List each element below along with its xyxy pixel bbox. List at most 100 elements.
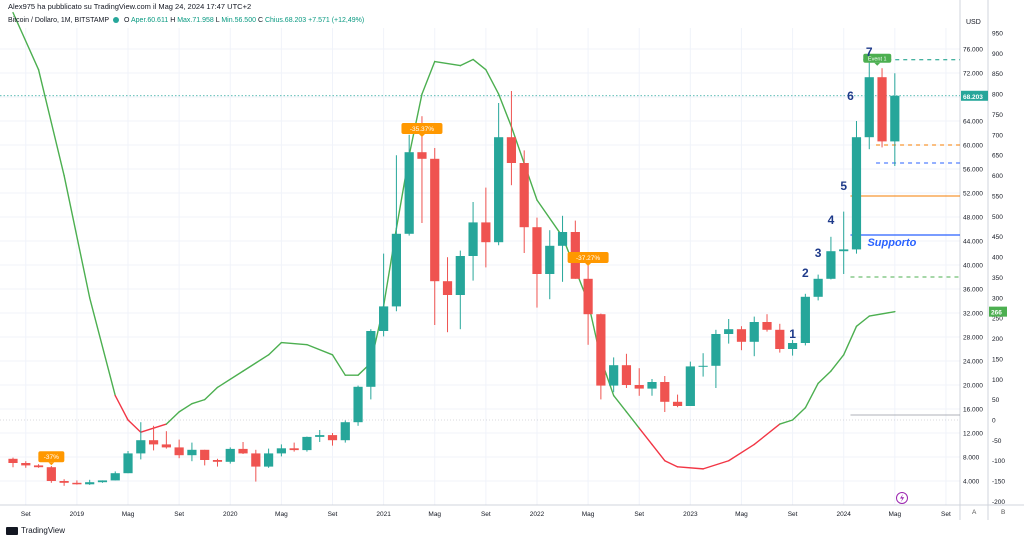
- oscillator-segment: [664, 460, 679, 468]
- price-tick-label: 28.000: [963, 335, 983, 342]
- wave-label: 4: [828, 213, 835, 227]
- time-tick-label: Mag: [122, 511, 135, 518]
- time-tick-label: Mag: [735, 511, 748, 518]
- price-tick-label: 40.000: [963, 263, 983, 270]
- candle-body: [775, 329, 785, 349]
- price-tick-label: 8.000: [963, 455, 980, 462]
- candle-body: [264, 453, 274, 467]
- candle-body: [864, 77, 874, 138]
- candle-body: [724, 329, 734, 334]
- wave-label: 1: [789, 327, 796, 341]
- oscillator-last-badge: [989, 306, 1007, 317]
- price-tick-label: 72.000: [963, 71, 983, 78]
- event-label-bg: [863, 53, 892, 63]
- oscillator-segment: [178, 403, 193, 413]
- price-tick-label: 12.000: [963, 431, 983, 438]
- oscillator-segment: [843, 325, 858, 356]
- time-tick-label: 2019: [70, 511, 85, 518]
- oscillator-segment: [817, 370, 832, 385]
- candle-body: [442, 281, 453, 295]
- oscillator-tick-label: 300: [992, 295, 1003, 302]
- auto-scale-button[interactable]: A: [972, 509, 977, 516]
- candle-body: [72, 482, 82, 485]
- oscillator-segment: [612, 394, 628, 413]
- oscillator-segment: [434, 60, 461, 67]
- oscillator-tick-label: 900: [992, 51, 1003, 58]
- ohlc-open-key: O: [123, 17, 130, 24]
- oscillator-segment: [472, 58, 487, 71]
- oscillator-tick-label: 100: [992, 377, 1003, 384]
- candle-body: [353, 386, 363, 423]
- price-tick-label: 44.000: [963, 239, 983, 246]
- candle-body: [634, 385, 644, 389]
- candle-body: [736, 329, 747, 342]
- candle-body: [8, 458, 18, 463]
- oscillator-segment: [676, 466, 704, 470]
- ohlc-low-key: L: [215, 17, 220, 24]
- candle-body: [391, 233, 401, 307]
- candle-body: [647, 382, 657, 389]
- oscillator-segment: [88, 297, 116, 397]
- candle-body: [455, 256, 465, 295]
- ohlc-open: Aper.60.611: [130, 17, 169, 24]
- brand-name: TradingView: [21, 526, 66, 535]
- symbol-legend: Bitcoin / Dollaro, 1M, BITSTAMP O Aper.6…: [8, 17, 364, 24]
- candle-body: [749, 322, 759, 342]
- price-tick-label: 56.000: [963, 167, 983, 174]
- oscillator-segment: [638, 427, 653, 446]
- candle-body: [698, 365, 708, 367]
- candle-body: [877, 77, 887, 142]
- log-scale-button[interactable]: B: [1001, 509, 1006, 516]
- candle-body: [609, 365, 619, 386]
- oscillator-tick-label: 750: [992, 112, 1003, 119]
- candle-body: [21, 463, 31, 466]
- oscillator-tick-label: 700: [992, 132, 1003, 139]
- wave-label: 6: [847, 89, 854, 103]
- candle-body: [59, 481, 69, 483]
- oscillator-segment: [63, 174, 91, 299]
- price-tick-label: 48.000: [963, 215, 983, 222]
- oscillator-segment: [536, 199, 564, 238]
- candle-body: [327, 435, 338, 441]
- candle-body: [890, 95, 900, 142]
- currency-label: USD: [966, 19, 981, 26]
- oscillator-tick-label: 950: [992, 31, 1003, 38]
- candle-body: [212, 460, 223, 462]
- oscillator-last-value: 266: [991, 310, 1002, 317]
- candle-body: [494, 137, 504, 243]
- candle-body: [621, 365, 632, 385]
- candle-body: [110, 473, 120, 481]
- oscillator-segment: [791, 407, 807, 421]
- drawdown-label: -37.27%: [576, 255, 600, 262]
- oscillator-tick-label: 450: [992, 234, 1003, 241]
- drawdown-label: -35.37%: [410, 126, 434, 133]
- drawdown-label: -37%: [44, 454, 59, 461]
- candle-body: [404, 152, 414, 234]
- drawdown-label-pointer: [585, 263, 592, 266]
- last-price-value: 68.203: [963, 94, 983, 101]
- oscillator-segment: [216, 370, 244, 389]
- drawdown-label-bg: [38, 451, 65, 463]
- candle-body: [660, 382, 670, 402]
- oscillator-tick-label: 600: [992, 173, 1003, 180]
- candle-body: [251, 453, 261, 467]
- time-tick-label: Set: [328, 511, 338, 518]
- price-tick-label: 24.000: [963, 359, 983, 366]
- candle-body: [46, 467, 56, 481]
- candle-body: [33, 465, 44, 468]
- publisher-line: Alex975 ha pubblicato su TradingView.com…: [8, 2, 252, 11]
- candle-body: [532, 227, 542, 274]
- time-tick-label: 2023: [683, 511, 698, 518]
- time-tick-label: Mag: [582, 511, 595, 518]
- oscillator-tick-label: 250: [992, 316, 1003, 323]
- oscillator-tick-label: 200: [992, 336, 1003, 343]
- drawdown-label-bg: [567, 252, 609, 263]
- candle-body: [302, 436, 312, 451]
- time-tick-label: Set: [21, 511, 31, 518]
- last-price-badge: [961, 90, 988, 101]
- candle-body: [800, 296, 810, 343]
- time-tick-label: 2024: [836, 511, 851, 518]
- time-tick-label: 2020: [223, 511, 238, 518]
- candle-body: [340, 422, 350, 441]
